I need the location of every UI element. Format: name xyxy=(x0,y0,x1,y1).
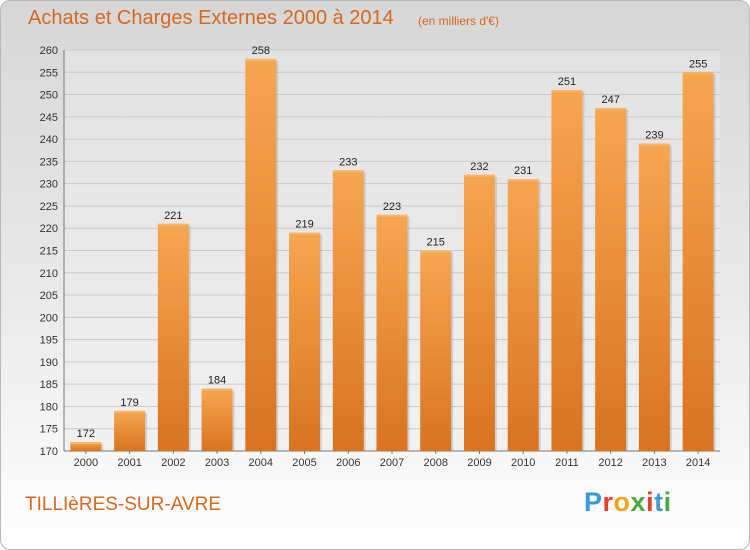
y-tick-label: 210 xyxy=(40,268,58,280)
bar xyxy=(70,442,102,451)
bar-top xyxy=(420,250,452,253)
data-label: 251 xyxy=(558,76,576,88)
x-tick-label: 2002 xyxy=(161,457,185,469)
y-tick-label: 205 xyxy=(40,290,58,302)
y-tick-label: 185 xyxy=(40,379,58,391)
x-tick-label: 2003 xyxy=(205,457,229,469)
y-tick-label: 260 xyxy=(40,45,58,57)
logo-letter: i xyxy=(663,487,672,517)
data-label: 215 xyxy=(427,237,445,249)
x-tick-label: 2012 xyxy=(598,457,622,469)
data-label: 247 xyxy=(601,94,619,106)
bar-top xyxy=(332,170,364,173)
bar xyxy=(114,410,146,451)
y-tick-label: 190 xyxy=(40,357,58,369)
x-tick-label: 2001 xyxy=(117,457,141,469)
y-tick-label: 235 xyxy=(40,156,58,168)
bar-top xyxy=(114,410,146,413)
x-tick-label: 2011 xyxy=(555,457,579,469)
x-tick-label: 2013 xyxy=(642,457,666,469)
x-tick-label: 2004 xyxy=(249,457,273,469)
bar xyxy=(595,107,627,451)
bar xyxy=(463,174,495,451)
data-label: 233 xyxy=(339,156,357,168)
bar-top xyxy=(682,72,714,75)
x-tick-label: 2005 xyxy=(292,457,316,469)
bar xyxy=(245,58,277,452)
bar-top xyxy=(507,179,539,182)
chart-title: Achats et Charges Externes 2000 à 2014 xyxy=(28,7,394,29)
data-label: 231 xyxy=(514,165,532,177)
bar xyxy=(376,214,408,451)
bar-top xyxy=(595,107,627,110)
y-tick-label: 175 xyxy=(40,424,58,436)
logo-letter: P xyxy=(584,487,603,517)
y-tick-label: 200 xyxy=(40,312,58,324)
y-tick-label: 250 xyxy=(40,90,58,102)
data-label: 239 xyxy=(645,130,663,142)
x-tick-label: 2000 xyxy=(74,457,98,469)
bar-top xyxy=(289,232,321,235)
bar xyxy=(201,388,233,451)
logo-letter: t xyxy=(654,487,664,517)
x-tick-label: 2010 xyxy=(511,457,535,469)
y-tick-label: 240 xyxy=(40,134,58,146)
data-label: 258 xyxy=(252,45,270,57)
bar xyxy=(638,143,670,452)
bar-top xyxy=(463,174,495,177)
x-tick-label: 2014 xyxy=(686,457,710,469)
x-tick-label: 2006 xyxy=(336,457,360,469)
data-label: 232 xyxy=(470,161,488,173)
logo-letter: o xyxy=(613,487,631,517)
bar xyxy=(157,223,189,451)
bar-top xyxy=(201,388,233,391)
x-tick-label: 2009 xyxy=(467,457,491,469)
y-tick-label: 230 xyxy=(40,179,58,191)
bar-top xyxy=(70,442,102,445)
chart-subtitle: (en milliers d'€) xyxy=(418,14,499,28)
data-label: 184 xyxy=(208,375,226,387)
bar-top xyxy=(638,143,670,146)
data-label: 172 xyxy=(77,428,95,440)
y-tick-label: 170 xyxy=(40,446,58,458)
y-tick-label: 215 xyxy=(40,246,58,258)
bar xyxy=(682,72,714,452)
y-tick-label: 225 xyxy=(40,201,58,213)
data-label: 221 xyxy=(164,210,182,222)
logo-letter: x xyxy=(630,487,647,517)
data-label: 179 xyxy=(120,397,138,409)
logo-letter: r xyxy=(602,487,614,517)
y-tick-label: 220 xyxy=(40,223,58,235)
x-tick-label: 2008 xyxy=(423,457,447,469)
bar-top xyxy=(157,223,189,226)
bar xyxy=(507,179,539,451)
data-label: 223 xyxy=(383,201,401,213)
town-name: TILLIèRES-SUR-AVRE xyxy=(25,494,222,515)
bar-top xyxy=(551,90,583,93)
bar xyxy=(420,250,452,451)
bar-top xyxy=(245,58,277,61)
y-tick-label: 195 xyxy=(40,335,58,347)
logo-letter: i xyxy=(646,487,655,517)
data-label: 255 xyxy=(689,58,707,70)
bar xyxy=(551,90,583,451)
bar-top xyxy=(376,214,408,217)
bar xyxy=(332,170,364,452)
y-tick-label: 245 xyxy=(40,112,58,124)
bar xyxy=(289,232,321,451)
proxiti-logo[interactable]: Proxiti xyxy=(584,487,672,518)
y-tick-label: 255 xyxy=(40,67,58,79)
data-label: 219 xyxy=(295,219,313,231)
y-tick-label: 180 xyxy=(40,401,58,413)
x-tick-label: 2007 xyxy=(380,457,404,469)
